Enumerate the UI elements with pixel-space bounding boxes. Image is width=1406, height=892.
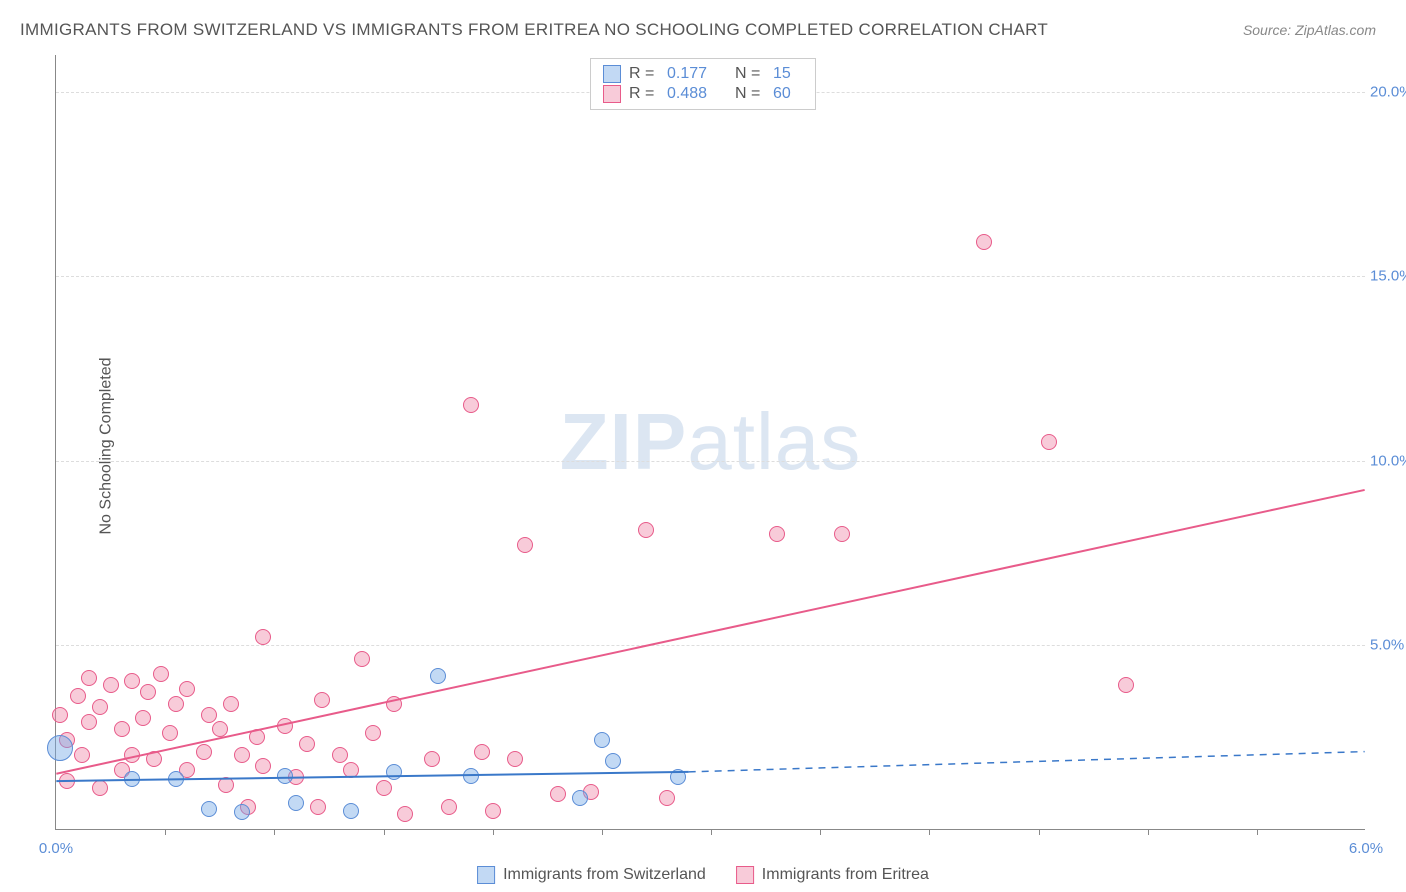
xtick bbox=[165, 829, 166, 835]
switzerland-swatch-icon bbox=[603, 65, 621, 83]
switzerland-series-label: Immigrants from Switzerland bbox=[503, 866, 706, 884]
switzerland-r-value: 0.177 bbox=[667, 65, 727, 83]
ytick-label: 5.0% bbox=[1370, 637, 1406, 654]
switzerland-swatch-icon bbox=[477, 866, 495, 884]
r-label: R = bbox=[629, 85, 659, 103]
xtick bbox=[493, 829, 494, 835]
xtick bbox=[1039, 829, 1040, 835]
n-label: N = bbox=[735, 65, 765, 83]
legend-stats: R = 0.177 N = 15 R = 0.488 N = 60 bbox=[590, 58, 816, 110]
ytick-label: 20.0% bbox=[1370, 83, 1406, 100]
trend-line bbox=[56, 772, 688, 781]
xtick bbox=[929, 829, 930, 835]
legend-series: Immigrants from Switzerland Immigrants f… bbox=[477, 866, 929, 884]
xtick bbox=[711, 829, 712, 835]
xtick bbox=[1257, 829, 1258, 835]
eritrea-swatch-icon bbox=[603, 85, 621, 103]
xtick bbox=[384, 829, 385, 835]
chart-container: IMMIGRANTS FROM SWITZERLAND VS IMMIGRANT… bbox=[0, 0, 1406, 892]
source-label: Source: ZipAtlas.com bbox=[1243, 22, 1376, 38]
eritrea-series-label: Immigrants from Eritrea bbox=[762, 866, 929, 884]
plot-area: ZIPatlas 5.0%10.0%15.0%20.0%0.0%6.0% bbox=[55, 55, 1365, 830]
legend-stats-row-switzerland: R = 0.177 N = 15 bbox=[603, 65, 803, 83]
legend-stats-row-eritrea: R = 0.488 N = 60 bbox=[603, 85, 803, 103]
chart-title: IMMIGRANTS FROM SWITZERLAND VS IMMIGRANT… bbox=[20, 20, 1048, 40]
eritrea-swatch-icon bbox=[736, 866, 754, 884]
n-label: N = bbox=[735, 85, 765, 103]
legend-item-switzerland: Immigrants from Switzerland bbox=[477, 866, 706, 884]
xtick-label: 6.0% bbox=[1349, 840, 1383, 857]
switzerland-n-value: 15 bbox=[773, 65, 803, 83]
trend-lines-svg bbox=[56, 55, 1365, 829]
legend-item-eritrea: Immigrants from Eritrea bbox=[736, 866, 929, 884]
trend-line bbox=[56, 490, 1364, 774]
xtick bbox=[602, 829, 603, 835]
xtick bbox=[820, 829, 821, 835]
ytick-label: 10.0% bbox=[1370, 452, 1406, 469]
eritrea-r-value: 0.488 bbox=[667, 85, 727, 103]
ytick-label: 15.0% bbox=[1370, 268, 1406, 285]
xtick-label: 0.0% bbox=[39, 840, 73, 857]
trend-line bbox=[689, 752, 1365, 772]
xtick bbox=[274, 829, 275, 835]
xtick bbox=[1148, 829, 1149, 835]
r-label: R = bbox=[629, 65, 659, 83]
eritrea-n-value: 60 bbox=[773, 85, 803, 103]
